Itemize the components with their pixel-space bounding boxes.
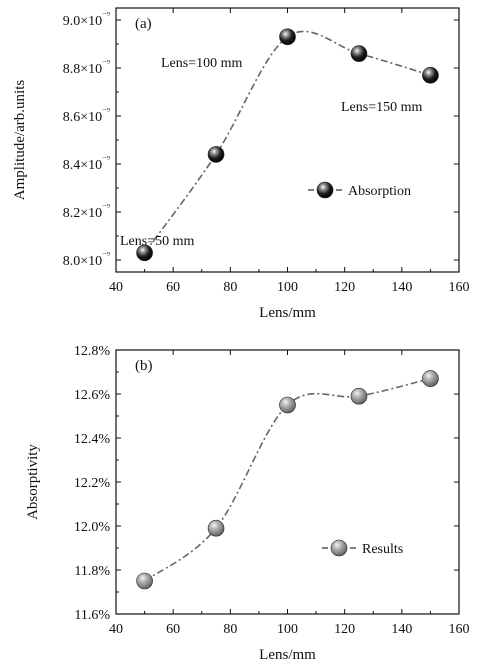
x-tick-label: 140 bbox=[391, 622, 412, 637]
y-tick-label: 11.8% bbox=[74, 564, 110, 579]
x-axis-label: Lens/mm bbox=[259, 647, 316, 663]
y-tick-label: 12.6% bbox=[74, 388, 111, 403]
y-tick-label: 8.0×10⁻⁹ bbox=[63, 250, 110, 269]
y-tick-label: 9.0×10⁻⁹ bbox=[63, 10, 110, 29]
fit-line-absorption bbox=[143, 30, 431, 254]
x-tick-label: 120 bbox=[334, 622, 355, 637]
data-point bbox=[350, 45, 368, 62]
x-tick-label: 100 bbox=[277, 622, 298, 637]
x-tick-label: 160 bbox=[449, 280, 470, 295]
y-tick-label: 11.6% bbox=[74, 608, 110, 623]
y-tick-label: 12.4% bbox=[74, 432, 111, 447]
panel-label: (a) bbox=[135, 16, 152, 32]
data-point bbox=[350, 387, 368, 405]
y-tick-label: 8.6×10⁻⁹ bbox=[63, 106, 110, 125]
x-tick-label: 40 bbox=[109, 280, 123, 295]
legend-marker bbox=[330, 539, 348, 557]
x-tick-label: 120 bbox=[334, 280, 355, 295]
data-point bbox=[207, 519, 225, 537]
annotation: Lens=50 mm bbox=[120, 234, 194, 249]
legend-marker bbox=[316, 181, 334, 199]
plot-frame bbox=[115, 7, 460, 273]
data-point bbox=[279, 396, 296, 414]
legend-label: Results bbox=[362, 542, 403, 557]
chart-panel-a: 40 60 80 100 120 140 160 8.0×10⁻⁹ 8.2×10⁻⁹ 8.4×10… bbox=[12, 7, 470, 321]
chart-panel-b: 40 60 80 100 120 140 160 11.6% 11.8% 12.0% 12.2% 12… bbox=[25, 344, 470, 663]
y-tick-label: 8.2×10⁻⁹ bbox=[63, 202, 110, 221]
x-tick-label: 100 bbox=[277, 280, 298, 295]
data-point bbox=[279, 28, 296, 46]
x-tick-label: 140 bbox=[391, 280, 412, 295]
y-tick-label: 12.8% bbox=[74, 344, 111, 359]
x-tick-label: 80 bbox=[223, 280, 237, 295]
legend-label: Absorption bbox=[348, 184, 411, 199]
y-tick-label: 8.8×10⁻⁹ bbox=[63, 58, 110, 77]
x-tick-label: 60 bbox=[166, 280, 180, 295]
annotation: Lens=150 mm bbox=[341, 100, 422, 115]
x-tick-label: 160 bbox=[449, 622, 470, 637]
panel-label: (b) bbox=[135, 358, 153, 374]
y-axis-label: Absorptivity bbox=[25, 444, 41, 520]
y-axis-label: Amplitude/arb.units bbox=[12, 80, 28, 201]
x-axis-label: Lens/mm bbox=[259, 305, 316, 321]
x-tick-label: 40 bbox=[109, 622, 123, 637]
y-tick-label: 8.4×10⁻⁹ bbox=[63, 154, 110, 173]
data-point bbox=[422, 66, 439, 84]
data-point bbox=[136, 572, 153, 590]
data-point bbox=[422, 370, 439, 387]
y-tick-label: 12.0% bbox=[74, 520, 111, 535]
y-tick-label: 12.2% bbox=[74, 476, 111, 491]
fit-line-results bbox=[144, 377, 431, 582]
data-point bbox=[136, 244, 153, 262]
annotation: Lens=100 mm bbox=[161, 56, 242, 71]
data-point bbox=[207, 146, 225, 163]
x-tick-label: 60 bbox=[166, 622, 180, 637]
plot-frame bbox=[115, 349, 460, 615]
x-tick-label: 80 bbox=[223, 622, 237, 637]
